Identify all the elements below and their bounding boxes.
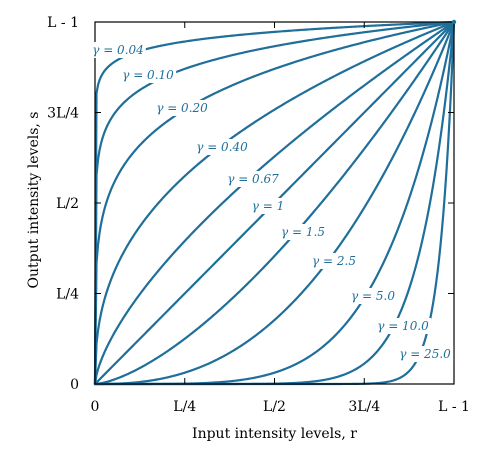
x-tick-label: 3L/4: [348, 399, 380, 415]
curve-label-gamma-0-1: γ = 0.10: [122, 68, 174, 82]
curve-label-gamma-1-5: γ = 1.5: [281, 225, 325, 239]
curve-label-gamma-1: γ = 1: [252, 199, 285, 213]
ticks-layer: 0 L/4 L/2 3L/4 L - 1 0 L/4 L/2 3L/4 L - 1: [47, 15, 470, 415]
curve-label-gamma-0-2: γ = 0.20: [156, 101, 208, 115]
y-tick-label: 3L/4: [47, 106, 79, 122]
x-axis-label: Input intensity levels, r: [192, 426, 357, 442]
y-tick-label: L/4: [56, 287, 79, 303]
y-axis-label: Output intensity levels, s: [26, 112, 42, 289]
curve-label-bg: [397, 346, 454, 362]
curve-gamma-0-2: [93, 20, 456, 386]
curve-label-bg: [349, 288, 398, 304]
curve-label-gamma-5: γ = 5.0: [351, 289, 395, 303]
curve-gamma-0-67: [93, 20, 456, 386]
curve-label-bg: [375, 318, 432, 334]
curve-label-gamma-2-5: γ = 2.5: [312, 254, 356, 268]
curve-label-bg: [310, 253, 358, 269]
x-tick-label: 0: [91, 399, 100, 415]
curve-label-bg: [120, 67, 177, 83]
curve-label-gamma-0-4: γ = 0.40: [196, 140, 248, 154]
y-tick-label: L - 1: [47, 15, 79, 31]
curve-labels-layer: γ = 0.04 γ = 0.10 γ = 0.20 γ = 0.40 γ = 0.67…: [90, 42, 454, 362]
curve-gamma-0-4: [93, 20, 456, 386]
curve-label-gamma-10: γ = 10.0: [377, 319, 429, 333]
curve-label-bg: [279, 224, 327, 240]
curve-label-gamma-25: γ = 25.0: [399, 347, 451, 361]
x-tick-label: L/2: [263, 399, 286, 415]
curve-gamma-1-5: [93, 20, 456, 386]
end-dot: [451, 19, 457, 25]
curve-label-bg: [249, 198, 287, 214]
curve-label-bg: [225, 171, 282, 187]
curve-gamma-0-04: [93, 20, 456, 386]
curve-label-gamma-0-04: γ = 0.04: [92, 43, 144, 57]
y-tick-label: L/2: [56, 196, 79, 212]
curve-label-gamma-0-67: γ = 0.67: [227, 172, 279, 186]
x-tick-label: L - 1: [438, 399, 470, 415]
y-tick-label: 0: [70, 377, 79, 393]
x-tick-label: L/4: [173, 399, 196, 415]
curve-label-bg: [194, 139, 251, 155]
curve-label-bg: [154, 100, 211, 116]
curve-gamma-2-5: [93, 20, 456, 386]
curve-label-bg: [90, 42, 146, 58]
